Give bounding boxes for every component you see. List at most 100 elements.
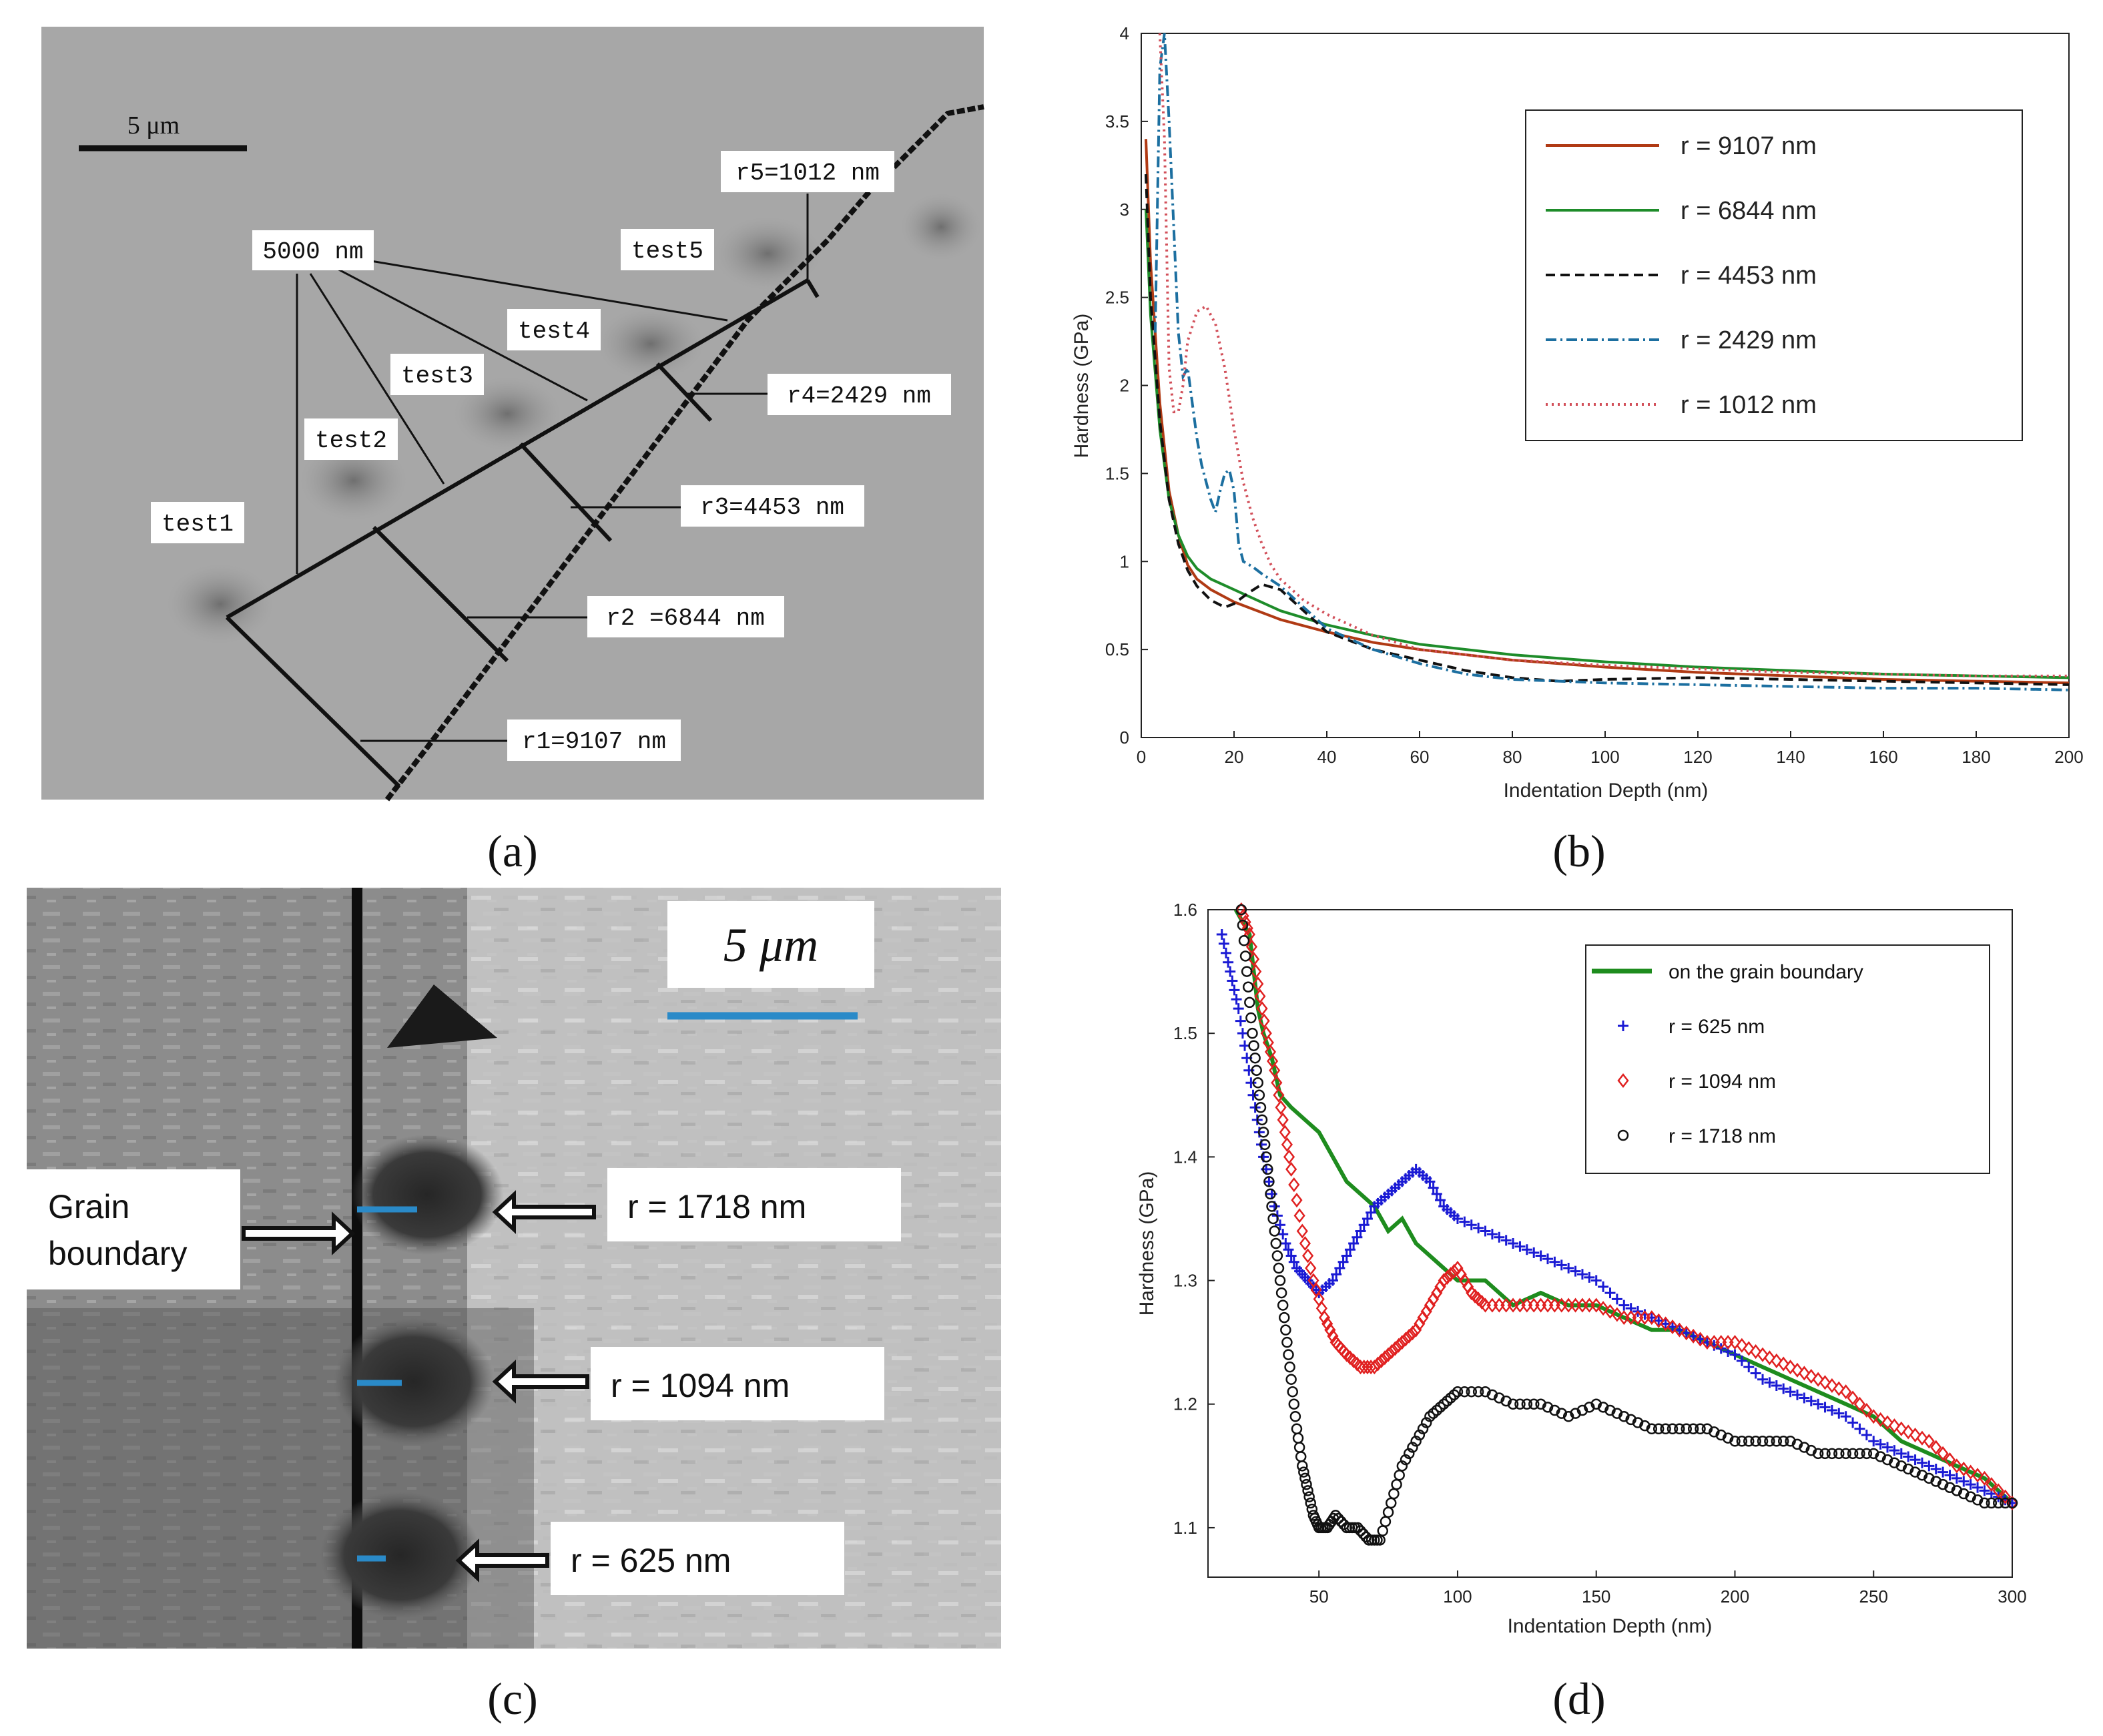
chart-d-point [1771,1436,1783,1447]
chart-d-point [1604,1404,1616,1416]
label-box-r4 [768,374,951,415]
chart-d-point [1243,981,1254,992]
chart-d-point [1245,939,1258,954]
chart-d-point [1604,1304,1616,1319]
chart-d-point [1611,1307,1623,1322]
chart-d-point [1819,1448,1831,1460]
chart-d-point [1275,1287,1287,1299]
chart-d-point [1888,1418,1900,1434]
pointer-5000-2 [309,273,445,485]
chart-d-point [1223,956,1234,968]
chart-d-point [1252,1077,1264,1089]
label-box-5000 [252,230,374,270]
chart-d-point [1267,1213,1279,1225]
scale-bar-c-label: 5 μm [723,918,818,972]
chart-d-point [1813,1398,1824,1410]
chart-b-legend-label: r = 6844 nm [1681,197,1817,225]
chart-b-xtick-label: 20 [1225,747,1244,767]
chart-d-point [1237,1028,1248,1039]
chart-d-point [1256,1114,1268,1126]
label-r1: r1=9107 nm [522,728,666,756]
chart-d-point [1895,1448,1907,1459]
chart-d-point [1868,1436,1879,1447]
chart-d-point [1556,1408,1568,1419]
chart-d-point [1875,1412,1887,1427]
chart-d-point [1902,1463,1914,1475]
chart-d-legend-label: r = 625 nm [1669,1016,1765,1038]
chart-d-point [1227,975,1238,986]
chart-d-point [1287,1386,1298,1398]
chart-d-point [1542,1253,1554,1265]
chart-d-point [1252,976,1264,992]
chart-d-point [1875,1438,1886,1450]
chart-d-point [1590,1398,1602,1410]
chart-d-point [1444,1267,1457,1282]
chart-b-legend-label: r = 1012 nm [1681,391,1817,419]
chart-d-point [1576,1404,1588,1416]
chart-d-point [1404,1448,1415,1460]
chart-d-point [1909,1454,1921,1466]
chart-d-point [1902,1424,1914,1440]
chart-d-point [1441,1269,1453,1285]
chart-d-point [1400,1454,1412,1466]
chart-d-point [1937,1466,1949,1478]
chart-d-point [1261,1151,1272,1163]
chart-d-point [1277,1229,1289,1240]
chart-d-series [1216,902,2018,1546]
panel-label-b: (b) [1552,826,1605,876]
chart-d-point [1288,1398,1300,1410]
chart-d-point [1819,1402,1831,1413]
chart-d-point [1508,1238,1519,1249]
chart-d-point [1549,1404,1560,1416]
grain-boundary-label-box [27,1169,240,1289]
chart-d-point [1256,1001,1268,1017]
chart-d-point [1251,1065,1262,1076]
label-box-r5 [721,151,894,192]
chart-d-point [1777,1356,1789,1372]
chart-d-point [1743,1436,1755,1447]
chart-d-point [1909,1428,1921,1443]
chart-b-legend-label: r = 4453 nm [1681,262,1817,290]
chart-d-point [1233,1003,1244,1015]
chart-d-point [1895,1460,1907,1472]
chart-d-legend-box [1585,944,1990,1174]
chart-d-point [1853,1396,1866,1412]
chart-d-point [1250,964,1262,979]
chart-d-point [1882,1442,1893,1453]
chart-d-point [1434,1279,1446,1294]
chart-d-point [1428,1291,1440,1307]
chart-d-point [1376,1353,1388,1368]
chart-d-point [1979,1485,1990,1496]
chart-d-point [1258,1013,1270,1029]
indent-axis-line [226,278,809,619]
chart-d-point [1271,1250,1283,1261]
chart-d-point [1986,1477,1998,1492]
chart-d-point [1881,1415,1893,1430]
chart-d-point [1777,1436,1789,1447]
label-box-test1 [151,502,244,543]
chart-d-point [1854,1423,1865,1434]
chart-d-point [1895,1421,1907,1436]
label-test1: test1 [162,511,234,538]
chart-d-ytick-label: 1.2 [1173,1394,1197,1414]
chart-d-xlabel: Indentation Depth (nm) [1508,1615,1713,1637]
chart-d-point [1597,1402,1609,1413]
chart-d-point [1283,1349,1294,1360]
chart-d-ytick-label: 1.4 [1173,1147,1197,1167]
chart-d-point [1646,1310,1658,1326]
chart-d-point [1275,1219,1286,1231]
chart-d-point [1618,1299,1630,1311]
chart-b-xtick-label: 120 [1683,747,1712,767]
chart-d-point [1604,1287,1616,1299]
chart-d-point [1785,1360,1797,1375]
chart-d-point [1826,1378,1838,1393]
chart-d-legend-label: r = 1718 nm [1669,1125,1776,1147]
chart-d-point [1611,1293,1622,1305]
chart-d-point [1833,1408,1845,1419]
chart-d-point [1327,1328,1339,1344]
chart-d-point [1584,1402,1595,1413]
indent-test2 [300,441,407,521]
chart-b-legend-label: r = 2429 nm [1681,326,1817,354]
chart-d-point [1771,1353,1783,1368]
chart-d-point [1424,1411,1436,1422]
